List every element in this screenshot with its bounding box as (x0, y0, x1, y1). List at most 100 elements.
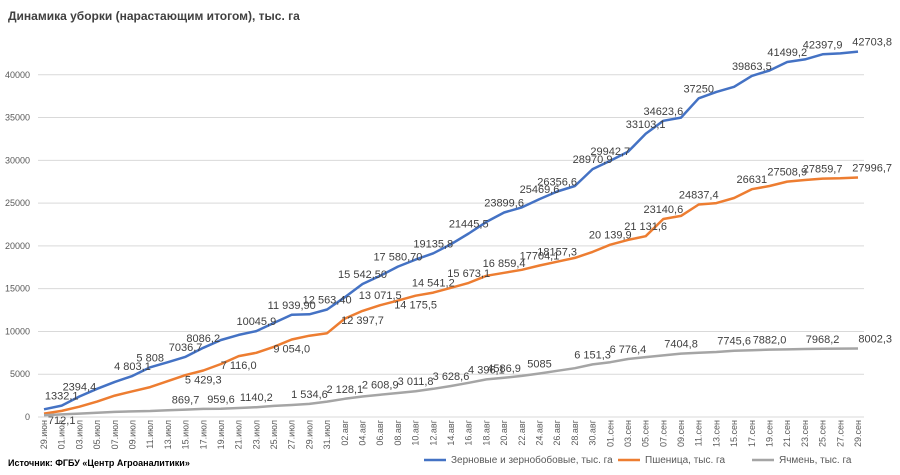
x-tick-label: 06.авг (375, 419, 385, 445)
x-tick-label: 01.сен (605, 420, 615, 447)
x-tick-label: 31.июл (322, 420, 332, 449)
x-tick-label: 22.авг (517, 419, 527, 445)
x-tick-label: 29.июн (39, 420, 49, 449)
data-label: 16 859,4 (483, 258, 526, 270)
x-tick-label: 09.июл (127, 420, 137, 449)
data-label: 27996,7 (852, 162, 892, 174)
y-tick-label: 0 (25, 412, 30, 422)
data-label: 1140,2 (240, 392, 273, 404)
x-tick-label: 13.июл (163, 420, 173, 449)
x-tick-label: 02.авг (340, 419, 350, 445)
data-label: 3 628,6 (433, 371, 470, 383)
data-label: 959,6 (207, 394, 235, 406)
data-label: 13 071,5 (359, 290, 402, 302)
x-tick-label: 10.авг (411, 419, 421, 445)
series-lines (43, 50, 859, 417)
y-tick-label: 35000 (5, 113, 30, 123)
data-label: 25469,6 (520, 184, 560, 196)
data-label: 3 011,8 (398, 376, 434, 388)
data-label: 15 542,50 (338, 269, 387, 281)
data-label: 6 776,4 (610, 344, 647, 356)
x-tick-label: 12.авг (428, 419, 438, 445)
x-tick-label: 19.сен (765, 420, 775, 447)
x-tick-label: 20.авг (499, 419, 509, 445)
data-label: 29942,7 (590, 146, 630, 158)
x-tick-label: 18.авг (481, 419, 491, 445)
x-tick-label: 05.июл (92, 420, 102, 449)
data-label: 8086,2 (186, 333, 220, 345)
grid-lines (38, 74, 864, 418)
data-label: 27508,9 (767, 167, 807, 179)
data-label: 37250 (683, 83, 714, 95)
legend-label-1: Пшеница, тыс. га (645, 455, 725, 466)
x-tick-label: 27.июл (287, 420, 297, 449)
data-label: 41499,2 (767, 47, 807, 59)
data-label: 5 429,3 (185, 375, 222, 387)
data-label: 5085 (527, 358, 551, 370)
data-label: 15 673,1 (447, 268, 490, 280)
x-tick-label: 29.сен (853, 420, 863, 447)
x-tick-label: 23.июл (251, 420, 261, 449)
data-label: 11 939,90 (268, 300, 316, 312)
x-tick-label: 27.сен (835, 420, 845, 447)
data-label: 20 139,9 (589, 230, 632, 242)
x-tick-label: 16.авг (464, 419, 474, 445)
data-label: 2 608,9 (362, 380, 399, 392)
x-tick-label: 25.июл (269, 420, 279, 449)
series-line-2 (43, 347, 859, 417)
x-tick-label: 14.авг (446, 419, 456, 445)
x-tick-label: 09.сен (676, 420, 686, 447)
y-tick-label: 10000 (5, 326, 30, 336)
x-tick-label: 03.июл (74, 420, 84, 449)
x-tick-label: 11.июл (145, 420, 155, 449)
x-tick-label: 07.сен (658, 420, 668, 447)
data-label: 23899,6 (484, 198, 524, 210)
data-label: 26631 (737, 174, 768, 186)
x-tick-label: 08.авг (393, 419, 403, 445)
y-tick-label: 20000 (5, 241, 30, 251)
data-label: 7 116,0 (221, 360, 257, 372)
x-tick-label: 15.июл (181, 420, 191, 449)
data-label: 23140,6 (643, 204, 683, 216)
legend: Зерновые и зернобобовые, тыс. га Пшеница,… (424, 454, 852, 466)
data-label: 4586,9 (487, 363, 521, 375)
x-tick-label: 25.сен (818, 420, 828, 447)
x-tick-label: 17.сен (747, 420, 757, 447)
data-label: 28970,9 (573, 154, 613, 166)
x-axis: 29.июн 01.июл 03.июл 05.июл 07.июл 09.июл 11.и… (39, 419, 863, 449)
data-label: 4 396,1 (468, 364, 505, 376)
y-tick-label: 25000 (5, 198, 30, 208)
x-tick-label: 17.июл (198, 420, 208, 449)
data-label: 6 151,3 (574, 349, 611, 361)
x-tick-label: 15.сен (729, 420, 739, 447)
data-label: 4 803,1 (114, 361, 151, 373)
x-tick-label: 24.авг (534, 419, 544, 445)
data-label: 42397,9 (803, 39, 843, 51)
data-label: 712,1 (48, 415, 76, 427)
data-label: 9 054,0 (273, 344, 310, 356)
data-label: 19135,8 (413, 238, 453, 250)
x-tick-label: 30.авг (588, 419, 598, 445)
x-tick-label: 03.сен (623, 420, 633, 447)
data-label: 17 580,70 (373, 252, 422, 264)
data-label: 5 808 (136, 352, 164, 364)
x-tick-label: 28.авг (570, 419, 580, 445)
x-tick-label: 29.июл (304, 420, 314, 449)
legend-label-0: Зерновые и зернобобовые, тыс. га (451, 454, 613, 466)
x-tick-label: 19.июл (216, 420, 226, 449)
x-tick-label: 13.сен (711, 420, 721, 447)
source-note: Источник: ФГБУ «Центр Агроаналитики» (8, 458, 190, 468)
x-tick-label: 04.авг (358, 419, 368, 445)
data-label: 2 128,1 (326, 384, 363, 396)
data-label: 2394,4 (63, 382, 97, 394)
data-label: 17704,1 (520, 251, 560, 263)
y-tick-label: 15000 (5, 284, 30, 294)
data-label: 7968,2 (806, 334, 840, 346)
data-label: 39863,5 (732, 61, 772, 73)
chart-title: Динамика уборки (нарастающим итогом), ты… (8, 9, 300, 23)
data-label: 7745,6 (717, 336, 751, 348)
data-label: 12 563,40 (303, 295, 352, 307)
data-label: 7404,8 (664, 339, 698, 351)
y-axis: 0 5000 10000 15000 20000 25000 30000 35000 40000 (5, 70, 30, 422)
